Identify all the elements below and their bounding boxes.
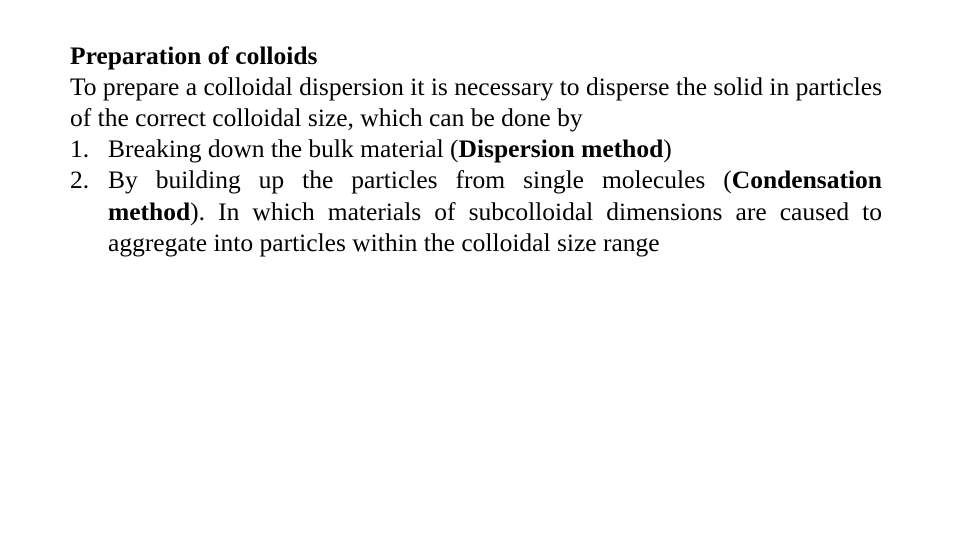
- list-item-text-pre: By building up the particles from single…: [108, 165, 732, 194]
- slide-body: Preparation of colloids To prepare a col…: [0, 0, 960, 540]
- list-item-bold: Dispersion method: [459, 134, 664, 163]
- methods-list: Breaking down the bulk material (Dispers…: [70, 133, 882, 257]
- list-item-text-pre: Breaking down the bulk material (: [108, 134, 459, 163]
- section-title: Preparation of colloids: [70, 40, 882, 71]
- list-item: By building up the particles from single…: [102, 164, 882, 257]
- list-item: Breaking down the bulk material (Dispers…: [102, 133, 882, 164]
- list-item-text-post: ): [663, 134, 672, 163]
- list-item-text-post: ). In which materials of subcolloidal di…: [108, 197, 882, 257]
- intro-paragraph: To prepare a colloidal dispersion it is …: [70, 71, 882, 133]
